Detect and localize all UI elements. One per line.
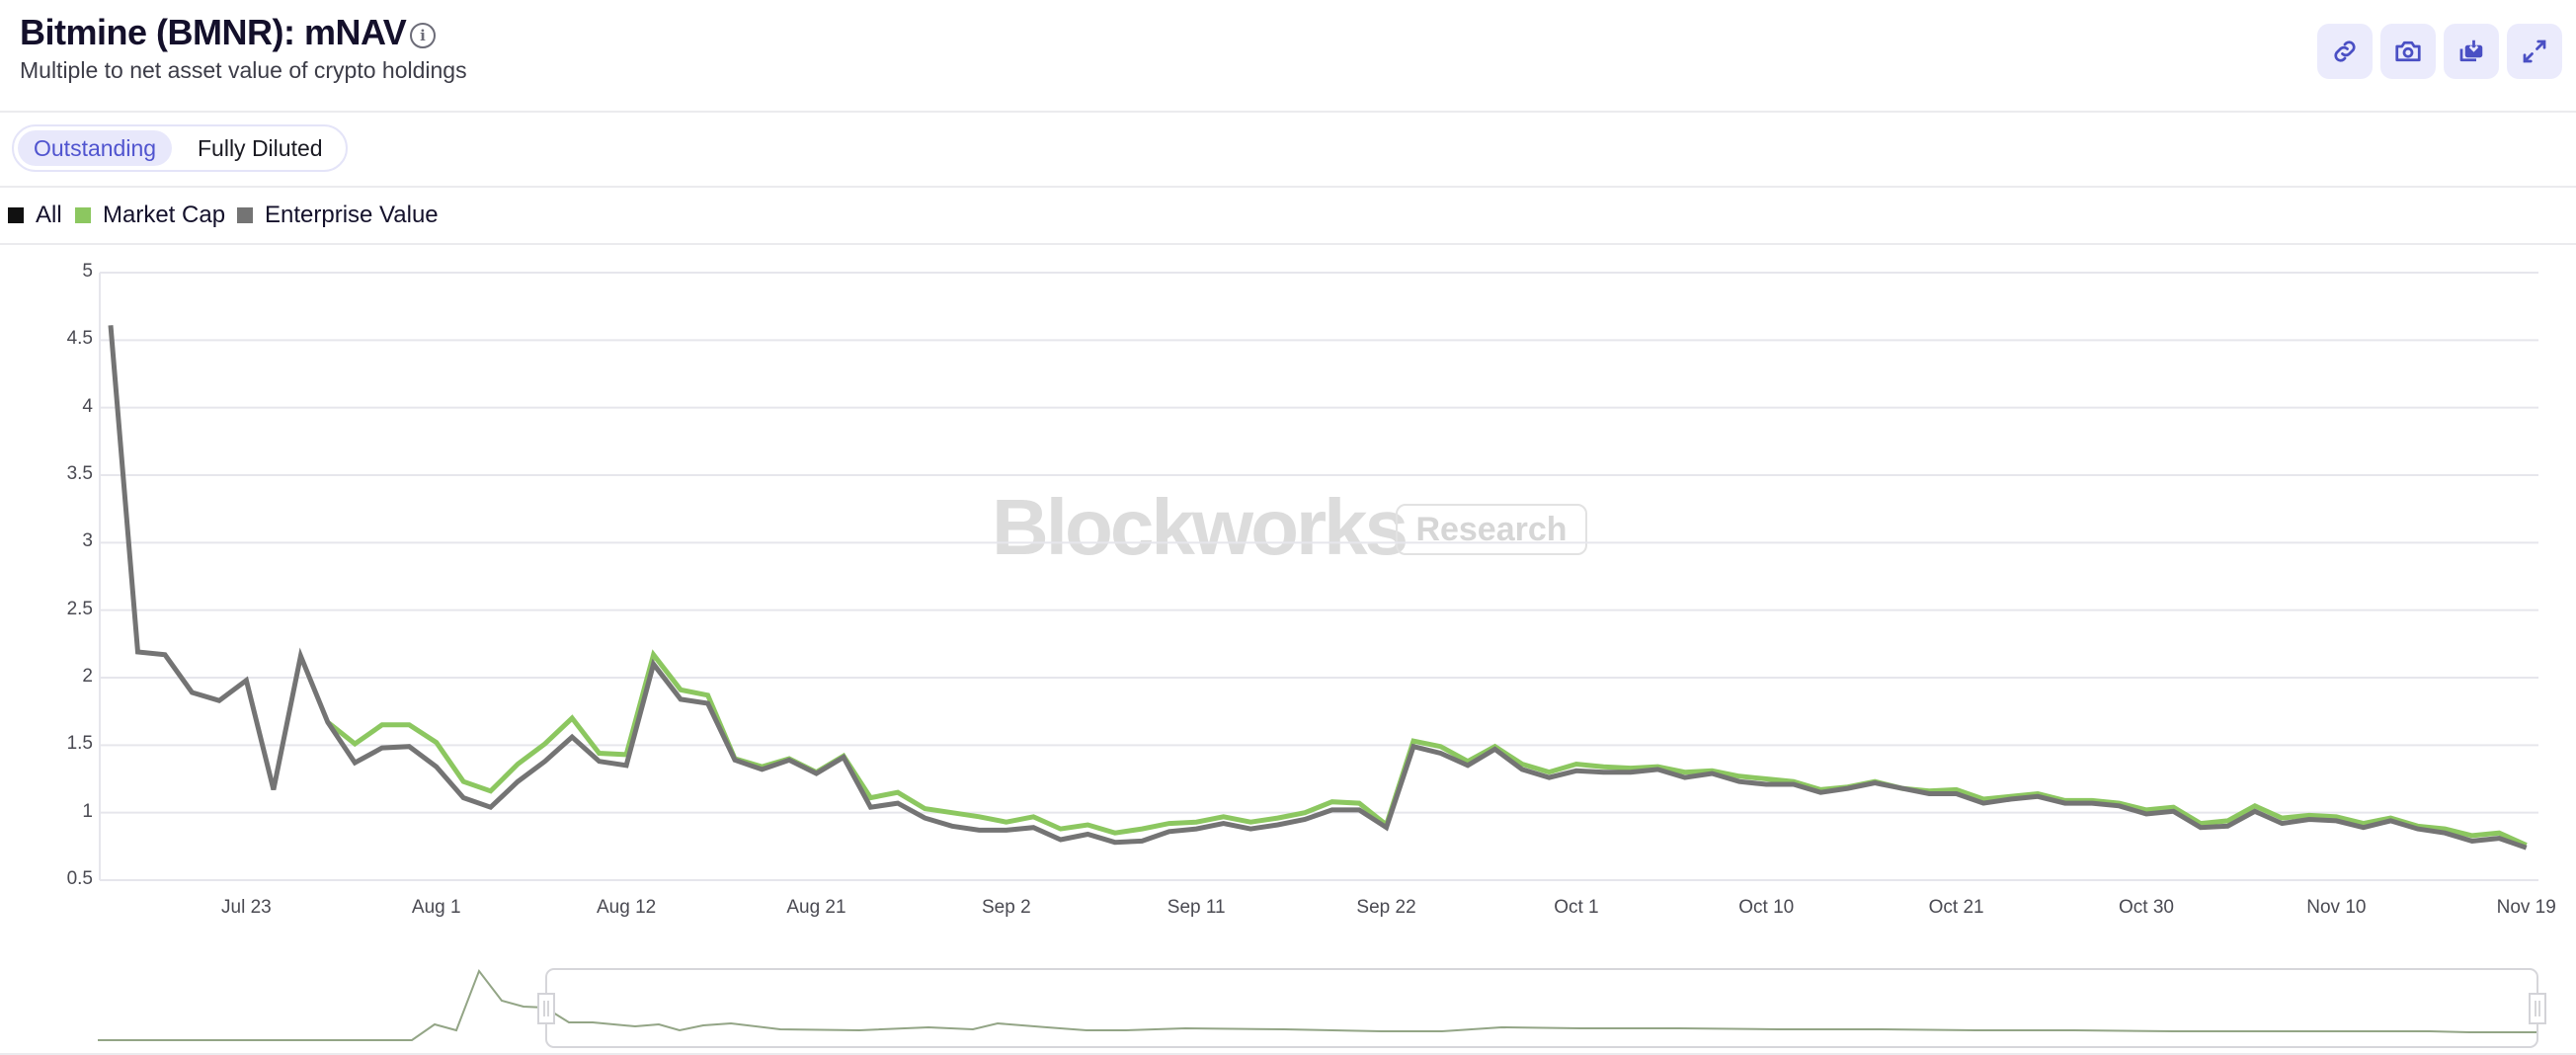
y-tick-label: 0.5 [66,868,93,889]
x-tick-label: Nov 19 [2496,897,2556,918]
range-navigator[interactable] [0,948,2576,1055]
y-tick-label: 4.5 [66,328,93,350]
x-tick-label: Aug 1 [411,897,461,918]
copy-link-button[interactable] [2317,24,2373,79]
navigator-selection[interactable] [545,968,2538,1048]
share-basis-toggle: Outstanding Fully Diluted [12,124,348,172]
line-chart [99,272,2538,881]
expand-icon [2523,40,2546,63]
navigator-overview [98,968,2546,1048]
x-tick-label: Sep 2 [982,897,1031,918]
y-tick-label: 4 [82,395,93,417]
chart-legend: All Market Cap Enterprise Value [0,188,2576,245]
legend-swatch-enterprise-value [237,207,253,223]
x-tick-label: Nov 10 [2306,897,2367,918]
screenshot-button[interactable] [2380,24,2436,79]
chart-subtitle: Multiple to net asset value of crypto ho… [20,57,467,83]
navigator-right-handle[interactable] [2529,993,2546,1024]
x-tick-label: Aug 12 [596,897,657,918]
y-tick-label: 2 [82,666,93,687]
y-tick-label: 3 [82,530,93,552]
legend-item-enterprise-value[interactable]: Enterprise Value [237,202,439,229]
y-tick-label: 3.5 [66,463,93,484]
legend-label: Enterprise Value [265,202,439,228]
chart-plot-area[interactable]: Blockworks Research 0.5 1 1.5 2 2.5 3 3.5 4 4.5 5… [0,245,2576,936]
legend-item-market-cap[interactable]: Market Cap [75,202,225,229]
legend-label: All [36,202,62,228]
camera-icon [2395,41,2421,62]
y-tick-label: 5 [82,261,93,282]
x-tick-label: Oct 30 [2119,897,2174,918]
enterprise-value-line[interactable] [108,325,2528,851]
y-tick-label: 2.5 [66,598,93,619]
x-tick-label: Jul 23 [221,897,272,918]
toggle-outstanding[interactable]: Outstanding [18,130,173,166]
y-tick-label: 1 [82,800,93,822]
navigator-divider [0,1053,2576,1055]
toggle-fully-diluted[interactable]: Fully Diluted [198,135,323,161]
info-circle-icon[interactable]: i [410,23,436,48]
x-tick-label: Oct 21 [1928,897,1984,918]
x-tick-label: Sep 22 [1356,897,1416,918]
chart-header: Bitmine (BMNR): mNAV i Multiple to net a… [0,0,2576,113]
fullscreen-button[interactable] [2507,24,2562,79]
legend-swatch-all [8,207,24,223]
x-tick-label: Sep 11 [1167,897,1226,918]
legend-label: Market Cap [103,202,226,228]
x-tick-label: Aug 21 [786,897,846,918]
x-tick-label: Oct 10 [1738,897,1795,918]
market-cap-line[interactable] [326,649,2528,848]
blockworks-watermark: Blockworks [992,483,1409,571]
download-button[interactable] [2444,24,2499,79]
download-icon [2459,40,2483,62]
legend-swatch-market-cap [75,207,91,223]
navigator-series-line [98,968,2537,1041]
x-tick-label: Oct 1 [1554,897,1599,918]
navigator-left-handle[interactable] [537,993,555,1024]
y-tick-label: 1.5 [66,733,93,755]
share-basis-toggle-row: Outstanding Fully Diluted [0,113,2576,188]
legend-item-all[interactable]: All [8,202,62,229]
link-icon [2334,41,2356,62]
chart-title: Bitmine (BMNR): mNAV [20,12,407,52]
